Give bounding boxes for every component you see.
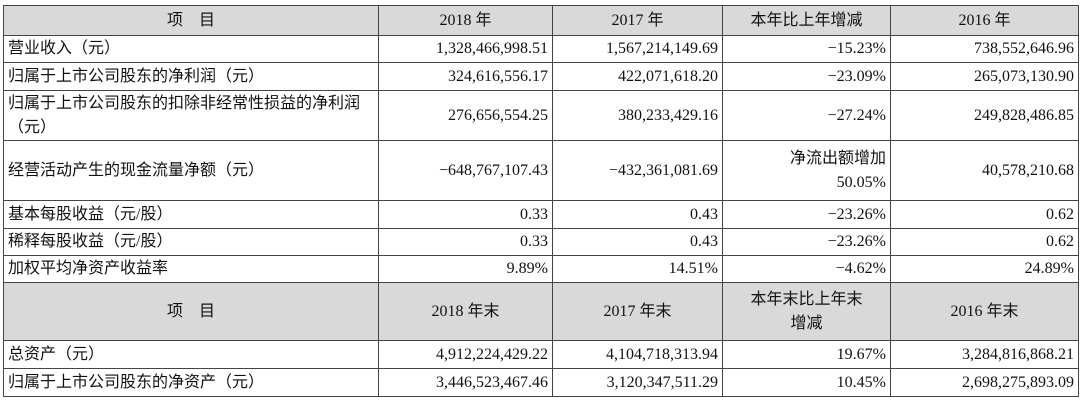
value-cell: −4.62% [722, 255, 891, 283]
value-cell: 3,120,347,511.29 [552, 368, 723, 397]
row-label: 归属于上市公司股东的净资产（元） [3, 368, 379, 397]
value-cell: 422,071,618.20 [552, 62, 723, 91]
data-row: 基本每股收益（元/股） 0.33 0.43 −23.26% 0.62 [3, 200, 1079, 229]
value-cell: 10.45% [722, 368, 891, 397]
data-row: 归属于上市公司股东的扣除非经常性损益的净利润（元） 276,656,554.25 3… [3, 90, 1079, 141]
row-label: 经营活动产生的现金流量净额（元） [3, 140, 379, 201]
data-row: 加权平均净资产收益率 9.89% 14.51% −4.62% 24.89% [3, 255, 1079, 283]
value-cell: 1,567,214,149.69 [552, 35, 723, 63]
header-cell: 2018 年末 [378, 282, 553, 341]
value-cell: 净流出额增加 50.05% [722, 140, 891, 201]
value-cell: 324,616,556.17 [378, 62, 553, 91]
value-cell: 14.51% [552, 255, 723, 283]
header-cell: 2017 年 [552, 5, 723, 36]
data-row: 归属于上市公司股东的净利润（元） 324,616,556.17 422,071,61… [3, 62, 1079, 91]
header-row: 项 目 2018 年末 2017 年末 本年末比上年末 增减 2016 年末 [3, 282, 1079, 341]
value-cell: 4,104,718,313.94 [552, 340, 723, 369]
data-row: 经营活动产生的现金流量净额（元） −648,767,107.43 −432,361,… [3, 140, 1079, 201]
row-label: 总资产（元） [3, 340, 379, 369]
value-cell: −23.26% [722, 200, 891, 229]
value-cell: 0.43 [552, 228, 723, 256]
header-cell: 本年比上年增减 [722, 5, 891, 36]
value-cell: −15.23% [722, 35, 891, 63]
header-cell: 本年末比上年末 增减 [722, 282, 891, 341]
value-cell: −23.26% [722, 228, 891, 256]
table-body: 项 目 2018 年 2017 年本年比上年增减 2016 年营业收入（元） 1,328… [3, 5, 1079, 397]
value-cell: 249,828,486.85 [890, 90, 1079, 141]
value-cell: 3,446,523,467.46 [378, 368, 553, 397]
data-row: 营业收入（元） 1,328,466,998.51 1,567,214,149.69−… [3, 35, 1079, 63]
value-cell: −23.09% [722, 62, 891, 91]
value-cell: 0.33 [378, 200, 553, 229]
value-cell: 265,073,130.90 [890, 62, 1079, 91]
header-cell: 2016 年 [890, 5, 1079, 36]
row-label: 基本每股收益（元/股） [3, 200, 379, 229]
value-cell: 1,328,466,998.51 [378, 35, 553, 63]
data-row: 稀释每股收益（元/股） 0.33 0.43 −23.26% 0.62 [3, 228, 1079, 256]
value-cell: 24.89% [890, 255, 1079, 283]
value-cell: 0.43 [552, 200, 723, 229]
value-cell: 4,912,224,429.22 [378, 340, 553, 369]
header-cell: 2016 年末 [890, 282, 1079, 341]
row-label: 加权平均净资产收益率 [3, 255, 379, 283]
row-label: 归属于上市公司股东的扣除非经常性损益的净利润（元） [3, 90, 379, 141]
value-cell: 3,284,816,868.21 [890, 340, 1079, 369]
value-cell: −27.24% [722, 90, 891, 141]
value-cell: 380,233,429.16 [552, 90, 723, 141]
header-row: 项 目 2018 年 2017 年本年比上年增减 2016 年 [3, 5, 1079, 36]
value-cell: −648,767,107.43 [378, 140, 553, 201]
value-cell: 0.33 [378, 228, 553, 256]
financial-table: 项 目 2018 年 2017 年本年比上年增减 2016 年营业收入（元） 1,328… [3, 5, 1079, 397]
value-cell: 9.89% [378, 255, 553, 283]
data-row: 归属于上市公司股东的净资产（元） 3,446,523,467.46 3,120,34… [3, 368, 1079, 397]
value-cell: 0.62 [890, 228, 1079, 256]
header-cell: 项 目 [3, 5, 379, 36]
data-row: 总资产（元） 4,912,224,429.22 4,104,718,313.94 19… [3, 340, 1079, 369]
value-cell: 2,698,275,893.09 [890, 368, 1079, 397]
header-cell: 项 目 [3, 282, 379, 341]
row-label: 稀释每股收益（元/股） [3, 228, 379, 256]
value-cell: 19.67% [722, 340, 891, 369]
header-cell: 2018 年 [378, 5, 553, 36]
header-cell: 2017 年末 [552, 282, 723, 341]
value-cell: 738,552,646.96 [890, 35, 1079, 63]
value-cell: 0.62 [890, 200, 1079, 229]
row-label: 归属于上市公司股东的净利润（元） [3, 62, 379, 91]
value-cell: 40,578,210.68 [890, 140, 1079, 201]
value-cell: 276,656,554.25 [378, 90, 553, 141]
value-cell: −432,361,081.69 [552, 140, 723, 201]
row-label: 营业收入（元） [3, 35, 379, 63]
